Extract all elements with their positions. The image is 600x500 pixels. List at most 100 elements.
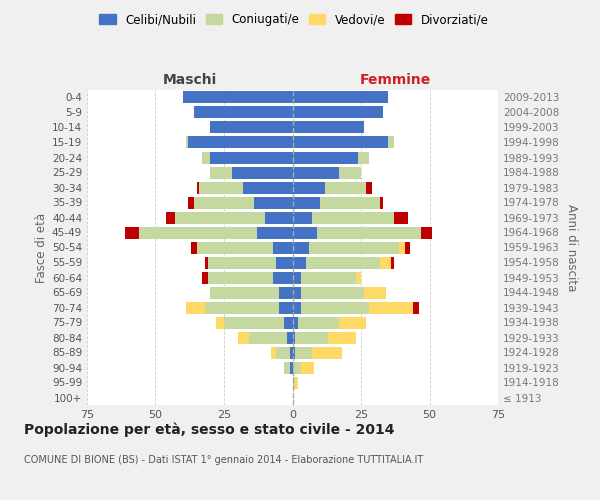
Bar [185,302,205,314]
Bar [287,332,293,344]
Bar [188,136,293,148]
Bar [293,242,309,254]
Text: COMUNE DI BIONE (BS) - Dati ISTAT 1° gennaio 2014 - Elaborazione TUTTITALIA.IT: COMUNE DI BIONE (BS) - Dati ISTAT 1° gen… [24,455,423,465]
Bar [238,332,248,344]
Bar [301,286,364,298]
Bar [232,166,293,178]
Bar [309,242,400,254]
Bar [224,316,284,328]
Text: Popolazione per età, sesso e stato civile - 2014: Popolazione per età, sesso e stato civil… [24,422,395,437]
Bar [175,212,265,224]
Bar [199,182,243,194]
Text: Maschi: Maschi [163,74,217,88]
Bar [197,182,199,194]
Bar [391,256,394,268]
Bar [216,316,224,328]
Bar [356,272,361,283]
Bar [405,242,410,254]
Bar [274,242,293,254]
Bar [248,332,287,344]
Bar [276,346,290,358]
Bar [166,212,175,224]
Bar [293,182,325,194]
Bar [306,256,380,268]
Bar [293,92,388,104]
Bar [205,302,279,314]
Bar [211,152,293,164]
Bar [295,346,311,358]
Bar [293,256,306,268]
Bar [339,316,367,328]
Bar [284,316,293,328]
Bar [243,182,293,194]
Legend: Celibi/Nubili, Coniugati/e, Vedovi/e, Divorziati/e: Celibi/Nubili, Coniugati/e, Vedovi/e, Di… [94,8,494,31]
Bar [295,332,328,344]
Bar [279,286,293,298]
Bar [271,346,276,358]
Bar [211,286,279,298]
Bar [293,272,301,283]
Bar [413,302,419,314]
Bar [191,242,197,254]
Bar [293,152,358,164]
Bar [185,136,188,148]
Bar [205,256,208,268]
Bar [284,362,290,374]
Bar [388,136,394,148]
Bar [257,226,293,238]
Bar [320,196,380,208]
Bar [400,242,405,254]
Bar [197,242,274,254]
Bar [293,226,317,238]
Bar [421,226,432,238]
Y-axis label: Fasce di età: Fasce di età [35,212,48,282]
Bar [293,106,383,118]
Bar [208,272,274,283]
Bar [194,196,254,208]
Bar [293,346,295,358]
Bar [265,212,293,224]
Bar [290,346,293,358]
Bar [293,122,364,134]
Bar [380,196,383,208]
Bar [380,256,391,268]
Bar [293,376,295,388]
Bar [290,362,293,374]
Bar [188,196,194,208]
Bar [369,302,413,314]
Bar [202,272,208,283]
Bar [367,182,372,194]
Bar [339,166,361,178]
Bar [208,256,276,268]
Bar [183,92,293,104]
Y-axis label: Anni di nascita: Anni di nascita [565,204,578,291]
Bar [211,122,293,134]
Bar [311,346,342,358]
Bar [293,362,301,374]
Bar [211,166,232,178]
Bar [293,302,301,314]
Bar [295,376,298,388]
Bar [279,302,293,314]
Bar [139,226,257,238]
Bar [293,212,311,224]
Bar [293,136,388,148]
Bar [202,152,211,164]
Bar [311,212,394,224]
Bar [358,152,369,164]
Bar [194,106,293,118]
Bar [293,286,301,298]
Bar [325,182,367,194]
Bar [328,332,356,344]
Text: Femmine: Femmine [359,74,431,88]
Bar [298,316,339,328]
Bar [293,166,339,178]
Bar [125,226,139,238]
Bar [293,332,295,344]
Bar [293,316,298,328]
Bar [317,226,421,238]
Bar [301,362,314,374]
Bar [301,302,369,314]
Bar [254,196,293,208]
Bar [394,212,407,224]
